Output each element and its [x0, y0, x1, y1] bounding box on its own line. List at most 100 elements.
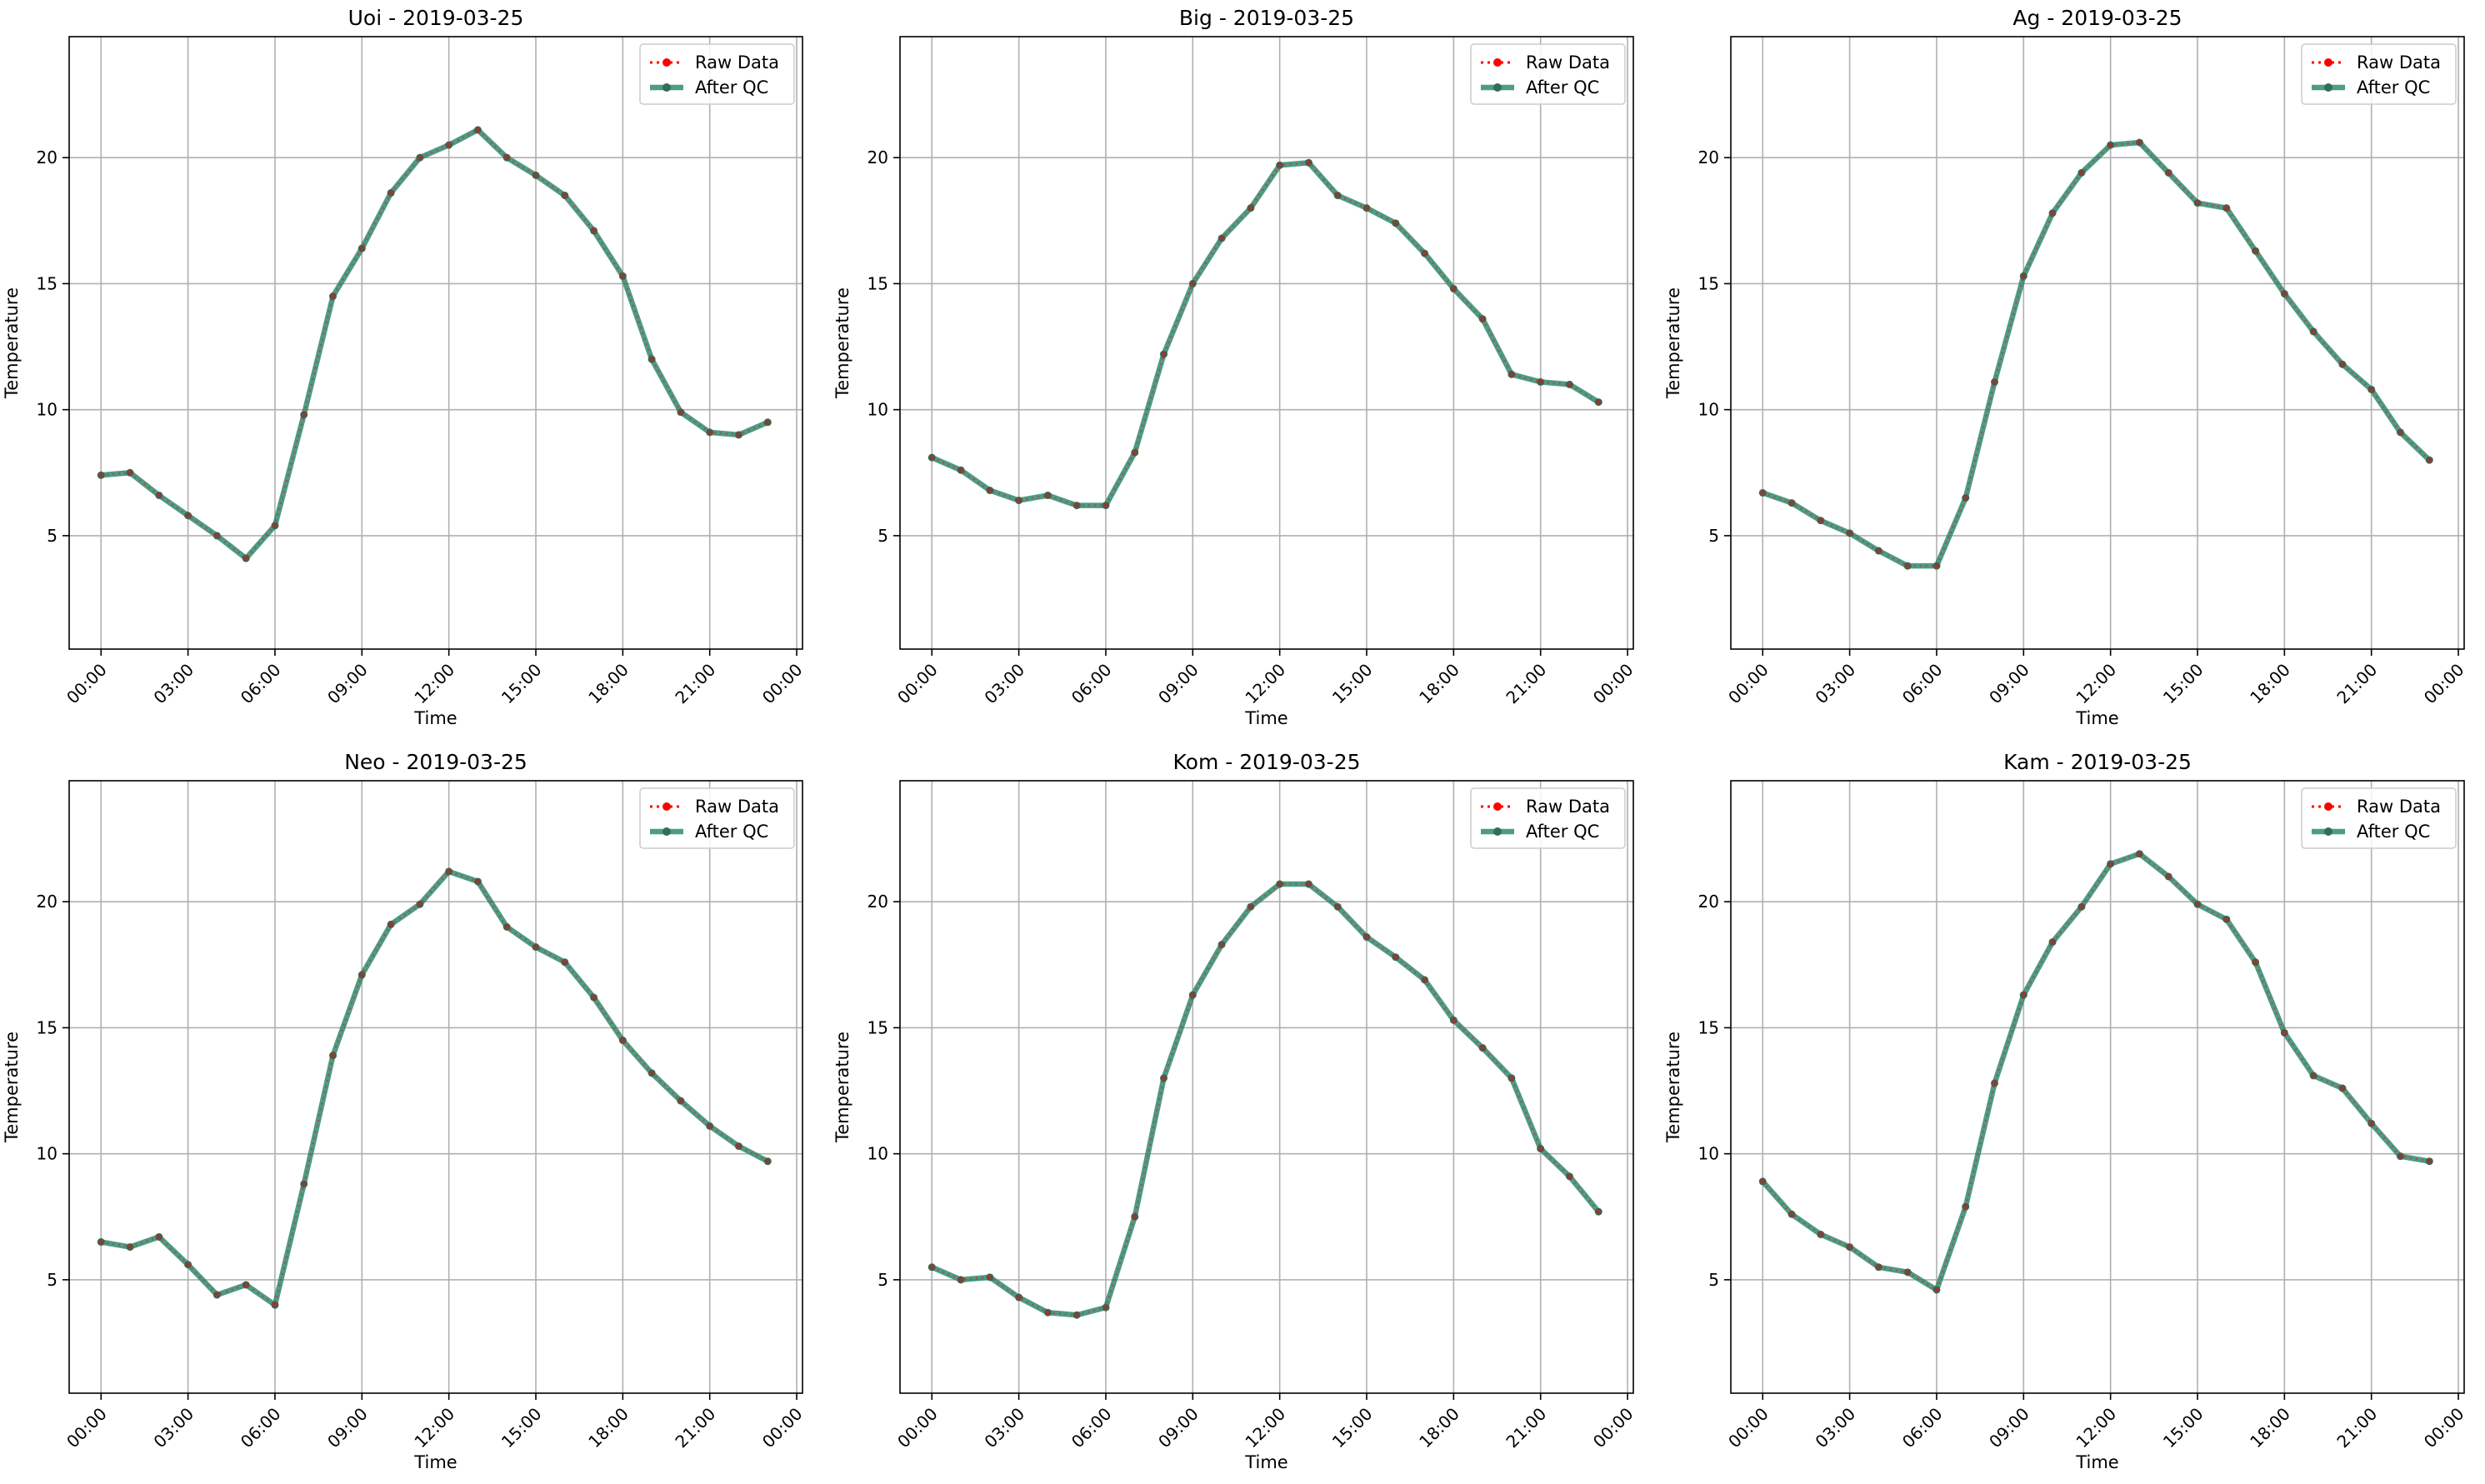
chart-0-uoi-raw-data-point-2: [156, 492, 162, 498]
chart-3-neo-raw-data-point-1: [127, 1244, 133, 1251]
chart-3-neo-after-qc-point-2: [155, 1232, 163, 1241]
chart-5-kam-raw-data-point-7: [1962, 1203, 1969, 1210]
chart-0-uoi-after-qc-point-10: [387, 189, 395, 197]
chart-0-uoi-x-tick-label-5: 15:00: [498, 660, 546, 708]
chart-4-kom-after-qc-point-14: [1333, 902, 1342, 911]
chart-2-ag-raw-data-point-8: [1992, 378, 1998, 385]
chart-1-big-raw-data-point-10: [1218, 235, 1225, 242]
chart-5-kam-after-qc-point-17: [2252, 958, 2260, 967]
chart-3-neo-raw-data-point-5: [242, 1282, 249, 1288]
chart-5-kam-y-tick-label-1: 10: [1698, 1144, 1719, 1164]
chart-2-ag-y-tick-label-2: 15: [1698, 273, 1719, 293]
chart-1-big-y-tick-label-0: 5: [878, 526, 888, 546]
chart-5-kam-x-tick-label-0: 00:00: [1724, 1404, 1772, 1452]
chart-2-ag-title: Ag - 2019-03-25: [2012, 6, 2182, 30]
chart-0-uoi-x-tick-label-3: 09:00: [323, 660, 372, 708]
chart-4-kom-after-qc-point-10: [1218, 941, 1226, 949]
chart-4-kom-raw-data-point-8: [1161, 1075, 1168, 1082]
chart-5-kam-after-qc-line: [1760, 851, 2432, 1293]
chart-0-uoi-raw-data-point-22: [735, 432, 742, 438]
chart-4-kom-after-qc-point-8: [1160, 1074, 1168, 1082]
chart-5-kam-after-qc-point-5: [1903, 1268, 1912, 1277]
chart-1-big-after-qc-point-8: [1160, 350, 1168, 358]
chart-1-big-raw-data-point-6: [1102, 502, 1109, 509]
chart-1-big-after-qc-point-10: [1218, 234, 1226, 242]
chart-1-big-after-qc-point-19: [1478, 315, 1487, 323]
chart-4-kom-raw-data-point-5: [1073, 1312, 1080, 1318]
chart-2-ag-legend-qc-marker: [2324, 83, 2332, 92]
chart-0-uoi-raw-data-point-6: [272, 522, 278, 529]
chart-5-kam-raw-data-point-5: [1904, 1269, 1911, 1276]
chart-0-uoi-raw-data-point-3: [185, 512, 192, 519]
chart-0-uoi-y-tick-label-2: 15: [37, 273, 58, 293]
chart-3-neo-raw-data-point-13: [474, 878, 481, 885]
chart-5-kam-after-qc-point-4: [1874, 1263, 1882, 1272]
chart-1-big-after-qc-point-16: [1392, 219, 1400, 227]
chart-3-neo-after-qc-point-0: [97, 1238, 105, 1247]
chart-3-neo-after-qc-point-21: [706, 1122, 714, 1130]
chart-2-ag-raw-data-point-10: [2049, 210, 2056, 217]
chart-5-kam-legend: Raw Data After QC: [2301, 787, 2457, 849]
chart-3-neo-axes-frame: [68, 780, 803, 1394]
chart-0-uoi-after-qc-point-16: [561, 192, 569, 200]
chart-4-kom-series-raw-data: [928, 881, 1602, 1318]
chart-1-big-axes-frame: [899, 36, 1634, 650]
chart-0-uoi-after-qc-point-12: [445, 141, 453, 149]
chart-3-neo-raw-data-point-7: [301, 1181, 308, 1187]
chart-1-big-raw-data-point-16: [1392, 220, 1399, 227]
chart-5-kam-after-qc-point-3: [1846, 1243, 1854, 1252]
chart-0-uoi-after-qc-point-0: [97, 471, 105, 479]
chart-3-neo-after-qc-point-16: [561, 958, 569, 967]
chart-4-kom-legend: Raw Data After QC: [1470, 787, 1626, 849]
chart-4-kom-raw-data-point-16: [1392, 954, 1399, 961]
chart-4-kom-after-qc-point-6: [1102, 1303, 1110, 1312]
chart-1-big-x-tick-label-1: 03:00: [980, 660, 1028, 708]
chart-5-kam-raw-data-point-19: [2310, 1072, 2317, 1079]
chart-5-kam-raw-data-point-16: [2223, 916, 2230, 922]
chart-3-neo-raw-data-line: [101, 870, 768, 1307]
chart-4-kom-after-qc-point-0: [928, 1263, 936, 1272]
chart-4-kom-legend-qc-label: After QC: [1526, 822, 1599, 842]
chart-0-uoi-raw-data-point-11: [417, 154, 423, 161]
chart-4-kom-raw-data-point-17: [1422, 977, 1428, 983]
chart-1-big-after-qc-line: [929, 159, 1602, 508]
chart-2-ag-raw-data-line: [1762, 141, 2431, 567]
chart-4-kom-title: Kom - 2019-03-25: [1173, 750, 1361, 774]
chart-4-kom-after-qc-point-2: [986, 1273, 994, 1282]
chart-1-big-raw-data-point-4: [1044, 492, 1051, 498]
chart-2-ag-after-qc-line: [1760, 139, 2432, 569]
chart-0-uoi-legend: Raw Data After QC: [639, 43, 795, 105]
chart-5-kam-after-qc-point-10: [2048, 938, 2057, 947]
chart-3-neo-legend-raw-label: Raw Data: [695, 797, 779, 817]
chart-3-neo-after-qc-point-22: [734, 1142, 742, 1151]
chart-1-big-raw-data-point-20: [1508, 371, 1515, 377]
chart-4-kom-raw-data-point-19: [1479, 1045, 1486, 1052]
chart-0-uoi-legend-raw-marker: [662, 58, 671, 67]
chart-2-ag-raw-data-point-16: [2223, 205, 2230, 212]
chart-1-big-raw-data-point-12: [1277, 162, 1283, 168]
chart-4-kom-raw-data-point-11: [1248, 903, 1254, 910]
chart-4-kom-raw-data-point-1: [958, 1277, 964, 1283]
chart-4-kom-after-qc-point-21: [1537, 1145, 1545, 1153]
chart-5-kam-after-qc-point-8: [1991, 1079, 1999, 1087]
chart-5-kam-after-qc-point-22: [2396, 1152, 2404, 1161]
chart-0-uoi-after-qc-point-8: [329, 292, 338, 301]
chart-5-kam-raw-data-point-22: [2397, 1153, 2403, 1160]
chart-0-uoi-after-qc-point-6: [271, 522, 279, 530]
chart-5-kam-after-qc-point-7: [1962, 1202, 1970, 1211]
chart-4-kom-after-qc-point-5: [1072, 1311, 1081, 1319]
chart-3-neo-after-qc-point-10: [387, 920, 395, 928]
chart-3-neo-x-axis-label: Time: [413, 1452, 457, 1472]
chart-3-neo-raw-data-point-23: [764, 1158, 771, 1165]
chart-1-big-after-qc-point-6: [1102, 502, 1110, 510]
chart-0-uoi-x-tick-label-8: 00:00: [758, 660, 807, 708]
chart-2-ag-raw-data-point-12: [2108, 142, 2114, 148]
chart-5-kam-after-qc-point-21: [2368, 1119, 2376, 1127]
chart-0-uoi-raw-data-point-23: [764, 419, 771, 426]
chart-5-kam-raw-data-point-2: [1818, 1231, 1824, 1237]
chart-5-kam-raw-data-point-15: [2194, 901, 2201, 907]
chart-3-neo-x-tick-label-1: 03:00: [149, 1404, 198, 1452]
chart-0-uoi-raw-data-point-20: [678, 409, 684, 416]
chart-5-kam-raw-data-point-14: [2165, 873, 2172, 880]
chart-4-kom-after-qc-point-12: [1276, 880, 1284, 888]
